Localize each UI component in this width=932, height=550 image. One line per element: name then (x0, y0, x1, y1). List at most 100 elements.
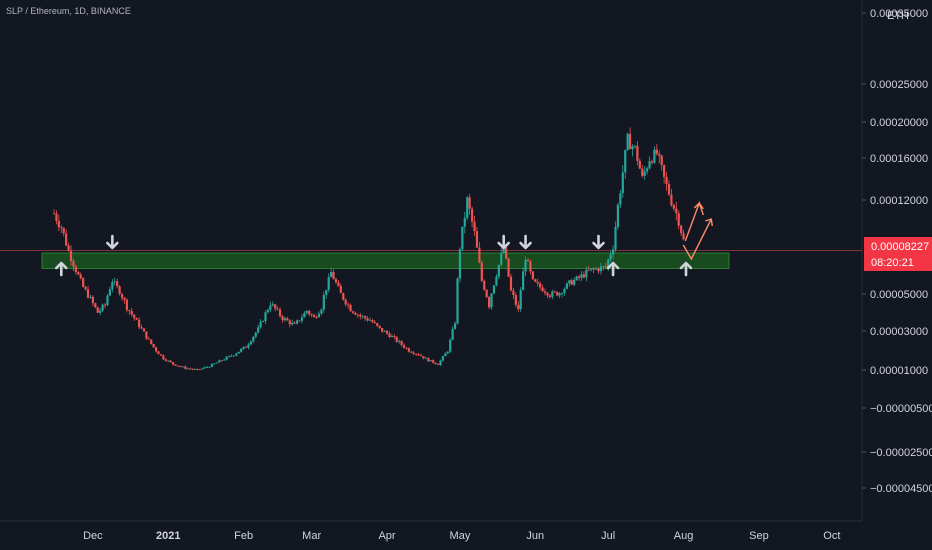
down-arrow-marker (519, 234, 532, 250)
candle (120, 292, 124, 301)
candle (410, 350, 413, 354)
candle (181, 365, 184, 368)
candle (577, 274, 581, 282)
candle (422, 356, 425, 360)
candle (227, 355, 231, 358)
candle (308, 309, 311, 317)
candle-body (643, 171, 646, 176)
candle (223, 358, 226, 361)
candle-body (624, 149, 627, 173)
candle (395, 336, 398, 343)
candle-body (69, 250, 73, 262)
candle (330, 267, 333, 278)
candle-body (203, 367, 206, 369)
candle (441, 355, 445, 362)
candle-body (436, 363, 440, 365)
candle-body (291, 322, 294, 325)
candle-body (383, 330, 386, 332)
candle (157, 351, 160, 355)
candle (682, 229, 685, 241)
candle (478, 241, 481, 264)
candle-body (266, 309, 270, 313)
candle-body (412, 352, 415, 354)
candle-body (108, 289, 112, 296)
candle-body (522, 271, 525, 291)
candle-body (96, 307, 99, 313)
candle (495, 274, 498, 287)
candle-body (575, 276, 578, 281)
candle (599, 262, 603, 275)
candle (342, 292, 345, 301)
candle-body (570, 280, 573, 285)
candle (546, 292, 549, 299)
time-axis[interactable]: Dec 2021 Feb Mar Apr May Jun Jul Aug Sep Oct (83, 530, 840, 542)
candle-body (665, 176, 668, 184)
candle (582, 271, 586, 279)
candle (172, 362, 175, 366)
candle-body (223, 359, 226, 361)
candle (167, 360, 170, 363)
candle (240, 348, 243, 353)
current-price-tag-background (864, 237, 932, 271)
arrow-head (54, 261, 68, 270)
candle-body (278, 309, 282, 317)
candle (55, 210, 58, 225)
candle-body (458, 249, 462, 279)
candle (368, 317, 372, 321)
candle-body (164, 359, 167, 361)
candle-body (492, 285, 496, 294)
candle (101, 303, 104, 313)
down-arrow-marker (592, 234, 605, 250)
time-tick-label: Mar (302, 530, 321, 542)
candle-body (475, 231, 479, 248)
candle-body (446, 351, 449, 354)
candle (609, 250, 612, 263)
candle (616, 202, 620, 230)
candle (680, 224, 683, 237)
candle (344, 298, 347, 307)
candle-body (116, 281, 119, 287)
candle (198, 369, 201, 371)
candle (427, 357, 430, 362)
candle (655, 144, 658, 156)
candle (147, 336, 150, 340)
candle-body (483, 280, 486, 290)
candle (351, 310, 355, 315)
candle-body (147, 338, 150, 340)
candle (60, 225, 63, 234)
candle (116, 278, 119, 289)
candle (446, 351, 449, 355)
currency-label[interactable]: ETH (887, 10, 909, 22)
candle (517, 301, 520, 312)
candle (91, 295, 94, 307)
candle-body (84, 287, 87, 290)
candle-body (422, 356, 425, 359)
candle (125, 298, 129, 313)
candle-body (531, 271, 534, 280)
projection-head-1 (705, 218, 713, 227)
price-tick-label: 0.00001000 (870, 365, 928, 377)
candle (628, 127, 632, 150)
price-axis[interactable]: 0.00035000 0.00025000 0.00020000 0.00016000… (862, 8, 932, 495)
candle (108, 286, 112, 297)
candle (206, 365, 209, 369)
time-tick-label: Sep (749, 530, 769, 542)
candle (84, 285, 87, 291)
candle (186, 367, 189, 370)
price-tick-label: 0.00025000 (870, 79, 928, 91)
candle (646, 166, 649, 175)
candle-body (488, 297, 491, 308)
candle-body (225, 356, 228, 360)
candle (670, 188, 673, 207)
candle-body (125, 299, 129, 311)
candle-body (247, 344, 250, 348)
candle (281, 314, 284, 323)
candle (291, 319, 294, 326)
candle (286, 316, 289, 321)
candle (298, 320, 301, 323)
candle (648, 156, 651, 170)
candle (189, 367, 192, 370)
candle-body (500, 253, 503, 265)
candle-body (660, 155, 663, 166)
